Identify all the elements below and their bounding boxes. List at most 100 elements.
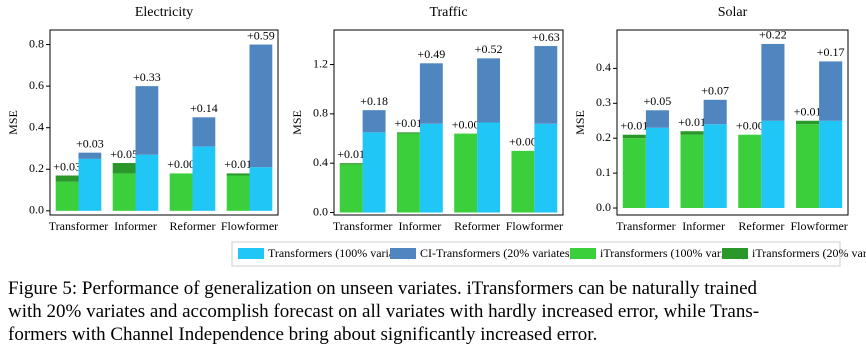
legend-swatch xyxy=(238,248,264,259)
y-tick-label: 0.8 xyxy=(313,106,328,120)
bar-segment xyxy=(112,163,136,174)
bar-segment xyxy=(680,134,704,209)
bar-segment xyxy=(645,110,669,128)
y-axis-label: MSE xyxy=(290,110,304,135)
value-label: +0.14 xyxy=(190,101,218,115)
bar-segment xyxy=(169,173,193,211)
bar-segment xyxy=(339,163,363,165)
y-tick-label: 0.8 xyxy=(29,36,44,50)
value-label: +0.03 xyxy=(53,159,81,173)
bar-segment xyxy=(226,173,250,176)
y-tick-label: 0.0 xyxy=(313,204,328,218)
value-label: +0.07 xyxy=(701,84,729,98)
value-label: +0.01 xyxy=(224,157,252,171)
y-tick-label: 0.4 xyxy=(29,119,44,133)
x-tick-label: Reformer xyxy=(454,219,500,233)
axes-frame xyxy=(616,29,849,216)
legend-label: iTransformers (100% variates) xyxy=(600,246,747,260)
caption-line: Figure 5: Performance of generalization … xyxy=(8,278,758,299)
bar-segment xyxy=(819,61,843,121)
value-label: +0.00 xyxy=(167,157,195,171)
value-label: +0.00 xyxy=(452,117,480,131)
value-label: +0.00 xyxy=(509,135,537,149)
bar-segment xyxy=(249,167,273,211)
axes-frame xyxy=(333,29,564,216)
y-tick-label: 0.2 xyxy=(29,161,44,175)
chart-title: Electricity xyxy=(135,5,193,20)
bar-segment xyxy=(703,99,727,125)
caption-line: formers with Channel Independence bring … xyxy=(8,324,597,345)
bar-segment xyxy=(135,86,159,155)
value-label: +0.49 xyxy=(417,47,445,61)
value-label: +0.01 xyxy=(395,116,423,130)
bar-segment xyxy=(622,138,646,209)
bar-segment xyxy=(192,117,216,147)
chart-title: Traffic xyxy=(429,5,467,20)
y-tick-label: 0.4 xyxy=(596,60,611,74)
bar-segment xyxy=(135,154,159,211)
caption-line: with 20% variates and accomplish forecas… xyxy=(8,301,759,322)
bar-segment xyxy=(477,122,501,213)
value-label: +0.63 xyxy=(532,30,560,44)
legend-swatch xyxy=(722,248,748,259)
x-tick-label: Transformer xyxy=(49,219,109,233)
legend-label: CI-Transformers (20% variates) xyxy=(420,246,574,260)
bar-segment xyxy=(680,131,704,135)
bar-segment xyxy=(534,123,558,213)
value-label: +0.22 xyxy=(759,28,787,42)
y-axis-label: MSE xyxy=(6,110,20,135)
x-tick-label: Informer xyxy=(399,219,442,233)
value-label: +0.05 xyxy=(644,94,672,108)
bar-segment xyxy=(249,44,273,168)
value-label: +0.03 xyxy=(76,136,104,150)
y-tick-label: 0.3 xyxy=(596,95,611,109)
bar-segment xyxy=(419,123,443,213)
x-tick-label: Transformer xyxy=(616,219,676,233)
x-tick-label: Flowformer xyxy=(790,219,847,233)
bar-segment xyxy=(419,63,443,124)
bar-segment xyxy=(339,164,363,213)
bar-segment xyxy=(819,120,843,209)
x-tick-label: Flowformer xyxy=(221,219,278,233)
value-label: +0.33 xyxy=(133,70,161,84)
y-tick-label: 0.0 xyxy=(29,203,44,217)
chart-title: Solar xyxy=(718,5,748,20)
bar-segment xyxy=(761,120,785,209)
bar-segment xyxy=(511,150,535,213)
bar-segment xyxy=(78,152,102,159)
value-label: +0.01 xyxy=(337,147,365,161)
y-axis-label: MSE xyxy=(573,110,587,135)
y-tick-label: 0.2 xyxy=(596,130,611,144)
bar-segment xyxy=(396,132,420,134)
value-label: +0.01 xyxy=(794,105,822,119)
value-label: +0.01 xyxy=(620,118,648,132)
bar-segment xyxy=(477,58,501,123)
bar-segment xyxy=(622,134,646,139)
x-tick-label: Informer xyxy=(114,219,157,233)
x-tick-label: Informer xyxy=(682,219,725,233)
bar-segment xyxy=(738,134,762,209)
bar-segment xyxy=(112,173,136,211)
y-tick-label: 0.4 xyxy=(313,155,328,169)
value-label: +0.05 xyxy=(110,147,138,161)
legend-swatch xyxy=(390,248,416,259)
y-tick-label: 1.2 xyxy=(313,56,328,70)
x-tick-label: Transformer xyxy=(333,219,393,233)
legend-label: Transformers (100% variates) xyxy=(268,246,412,260)
x-tick-label: Reformer xyxy=(170,219,216,233)
bar-segment xyxy=(55,181,79,211)
legend-label: iTransformers (20% variates) xyxy=(752,246,866,260)
bar-segment xyxy=(226,175,250,211)
bar-segment xyxy=(761,43,785,121)
x-tick-label: Flowformer xyxy=(506,219,563,233)
value-label: +0.52 xyxy=(475,42,503,56)
bar-segment xyxy=(55,175,79,182)
bar-segment xyxy=(362,132,386,213)
legend-swatch xyxy=(570,248,596,259)
bar-segment xyxy=(362,110,386,133)
y-tick-label: 0.0 xyxy=(596,200,611,214)
x-tick-label: Reformer xyxy=(738,219,784,233)
bar-segment xyxy=(396,133,420,213)
bar-segment xyxy=(703,124,727,209)
